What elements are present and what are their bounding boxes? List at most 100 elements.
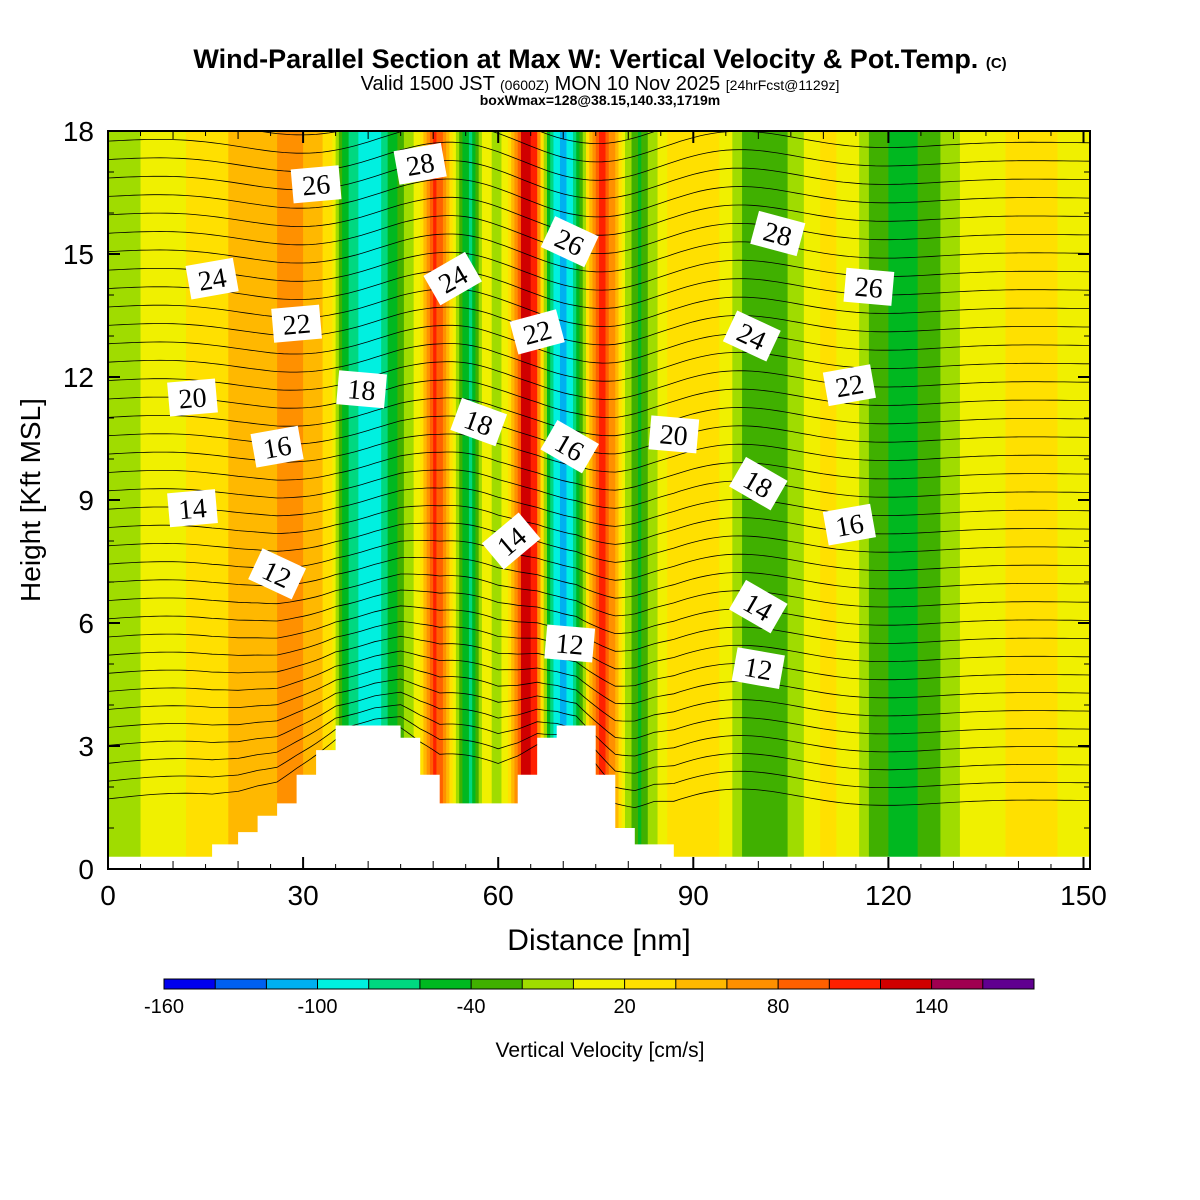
vv-column xyxy=(478,131,483,869)
vv-column xyxy=(920,131,925,869)
vv-column xyxy=(322,131,327,869)
vv-column xyxy=(426,131,431,869)
vv-column xyxy=(501,131,506,869)
vv-column xyxy=(654,131,659,869)
vv-column xyxy=(140,131,145,869)
contour-label: 22 xyxy=(822,364,876,407)
colorbar-swatch xyxy=(471,979,523,989)
vv-column xyxy=(865,131,870,869)
vv-column xyxy=(1011,131,1016,869)
vv-column xyxy=(368,131,372,869)
contour-label: 18 xyxy=(336,370,387,409)
vv-column xyxy=(429,131,434,869)
vv-column xyxy=(742,131,746,869)
vv-column xyxy=(1054,131,1059,869)
vv-column xyxy=(420,131,425,869)
colorbar-swatch xyxy=(624,979,677,989)
copyright-mark: (C) xyxy=(985,55,1007,72)
vv-column xyxy=(403,131,408,869)
vv-column xyxy=(494,131,499,869)
vv-column xyxy=(143,131,148,869)
box-info: boxWmax=128@38.15,140.33,1719m xyxy=(479,92,721,108)
contour-label-bg xyxy=(481,512,541,570)
colorbar-swatch xyxy=(931,979,984,989)
colorbar-swatch xyxy=(982,979,1035,989)
vv-column xyxy=(1028,131,1033,869)
contour-label-text: 22 xyxy=(281,309,312,342)
vv-column xyxy=(1002,131,1007,869)
theta-contour xyxy=(108,251,1090,291)
contour-label-text: 16 xyxy=(833,508,866,543)
vv-column xyxy=(836,131,841,869)
vv-column xyxy=(917,131,922,869)
vv-column xyxy=(680,131,685,869)
vv-column xyxy=(976,131,981,869)
contour-label-text: 26 xyxy=(301,169,332,202)
vv-column xyxy=(153,131,158,869)
vv-column xyxy=(160,131,164,869)
vv-column xyxy=(299,131,304,869)
vv-column xyxy=(306,131,311,869)
vv-column xyxy=(150,131,155,869)
vv-column xyxy=(859,131,863,869)
vv-column xyxy=(550,131,555,869)
vv-column xyxy=(1018,131,1023,869)
vv-column xyxy=(218,131,223,869)
vv-column xyxy=(390,131,395,869)
vv-column xyxy=(647,131,652,869)
contour-label: 12 xyxy=(731,647,785,690)
vv-column xyxy=(1067,131,1072,869)
x-tick-label: 0 xyxy=(100,880,116,911)
vv-column xyxy=(293,131,298,869)
vv-column xyxy=(1047,131,1052,869)
vv-column xyxy=(316,131,320,869)
vv-column xyxy=(979,131,984,869)
contour-label: 18 xyxy=(729,456,788,511)
vv-column xyxy=(1008,131,1013,869)
contour-label: 26 xyxy=(290,165,342,204)
vv-column xyxy=(472,131,477,869)
vv-column xyxy=(257,131,262,869)
colorbar-swatch xyxy=(522,979,574,989)
vv-column xyxy=(325,131,330,869)
contour-label: 20 xyxy=(648,415,700,454)
vv-column xyxy=(576,131,581,869)
vv-column xyxy=(777,131,782,869)
theta-contour xyxy=(108,573,1090,617)
vv-column xyxy=(124,131,129,869)
vv-column xyxy=(797,131,802,869)
vv-column xyxy=(553,131,558,869)
vv-column xyxy=(787,131,792,869)
x-tick-label: 30 xyxy=(288,880,319,911)
vv-column xyxy=(488,131,493,869)
vv-column xyxy=(849,131,854,869)
vv-column xyxy=(1031,131,1036,869)
vv-column xyxy=(1015,131,1020,869)
vv-column xyxy=(514,131,519,869)
vv-column xyxy=(442,131,447,869)
colorbar-tick-label: -100 xyxy=(297,996,337,1018)
vv-column xyxy=(816,131,821,869)
contour-label-bg xyxy=(843,267,895,306)
theta-contour xyxy=(108,141,1090,181)
vv-column xyxy=(592,131,597,869)
vv-column xyxy=(1070,131,1075,869)
vv-column xyxy=(283,131,288,869)
axes: 0 30 60 90 120 150 0 3 6 9 12 15 18 Distance [nm] Heig… xyxy=(15,116,1107,957)
vv-column xyxy=(940,131,945,869)
y-tick-label: 9 xyxy=(78,485,94,516)
x-tick-label: 90 xyxy=(678,880,709,911)
vv-column xyxy=(290,131,294,869)
vv-column xyxy=(875,131,880,869)
contour-label-text: 20 xyxy=(658,419,689,452)
theta-contour xyxy=(108,650,1090,705)
vv-column xyxy=(641,131,646,869)
vv-column xyxy=(855,131,860,869)
vv-column xyxy=(452,131,457,869)
vv-column xyxy=(351,131,356,869)
contour-label-bg xyxy=(540,419,599,474)
vv-column xyxy=(790,131,795,869)
vv-column xyxy=(995,131,1000,869)
